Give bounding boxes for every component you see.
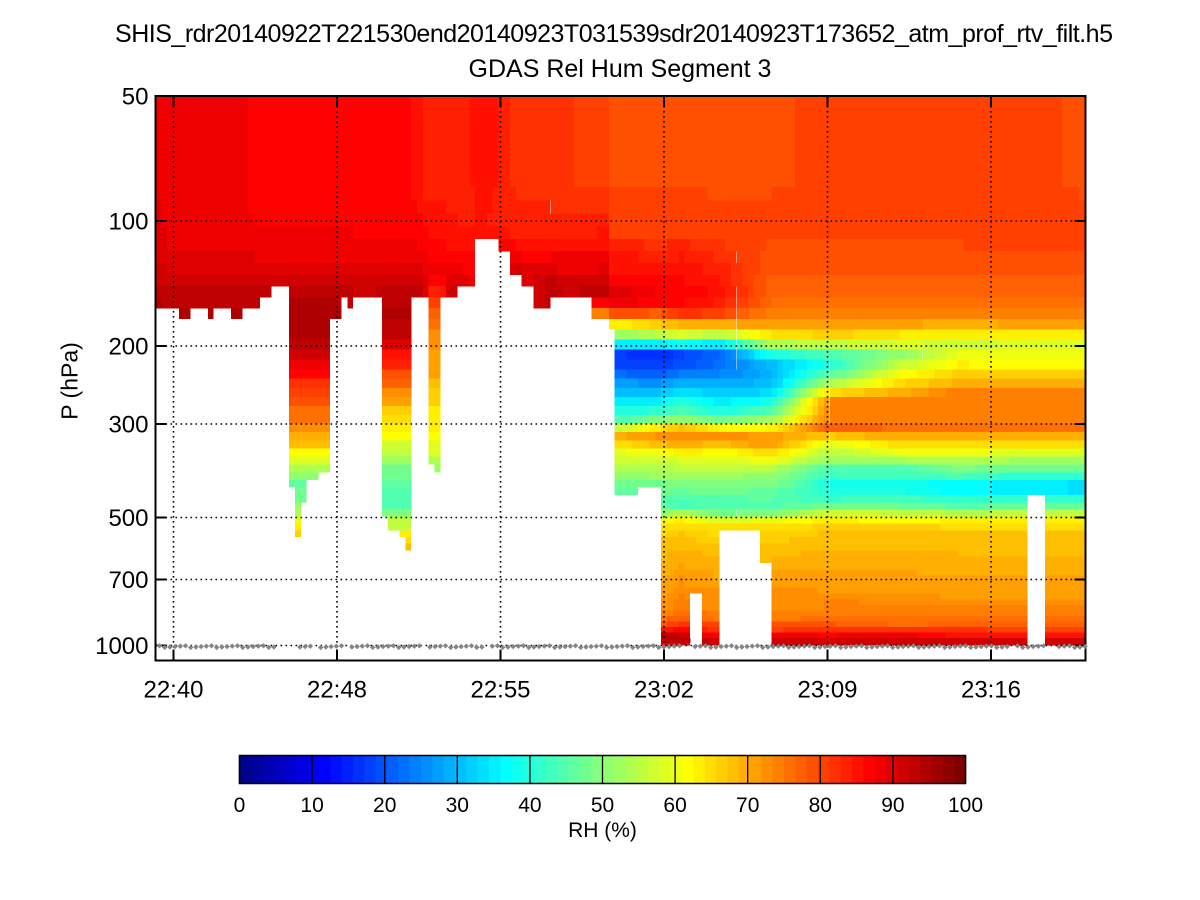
svg-text:0: 0 [234, 794, 246, 817]
svg-text:30: 30 [446, 794, 469, 817]
svg-text:90: 90 [881, 794, 904, 817]
svg-text:70: 70 [736, 794, 759, 817]
svg-text:300: 300 [108, 412, 148, 439]
svg-text:22:55: 22:55 [470, 677, 530, 704]
svg-text:GDAS Rel Hum Segment 3: GDAS Rel Hum Segment 3 [469, 55, 772, 83]
svg-text:20: 20 [373, 794, 396, 817]
svg-text:SHIS_rdr20140922T221530end2014: SHIS_rdr20140922T221530end20140923T03153… [115, 20, 1113, 48]
svg-text:10: 10 [300, 794, 323, 817]
svg-text:23:16: 23:16 [961, 677, 1021, 704]
svg-text:1000: 1000 [95, 633, 148, 660]
svg-text:500: 500 [108, 505, 148, 532]
svg-text:P (hPa): P (hPa) [57, 342, 83, 420]
svg-text:200: 200 [108, 334, 148, 361]
svg-text:23:09: 23:09 [797, 677, 857, 704]
svg-text:RH (%): RH (%) [568, 819, 637, 842]
svg-text:22:40: 22:40 [143, 677, 203, 704]
svg-text:22:48: 22:48 [307, 677, 367, 704]
svg-text:40: 40 [518, 794, 541, 817]
svg-text:100: 100 [948, 794, 983, 817]
svg-text:50: 50 [591, 794, 614, 817]
svg-text:700: 700 [108, 567, 148, 594]
svg-text:50: 50 [122, 84, 149, 111]
svg-text:23:02: 23:02 [634, 677, 694, 704]
svg-text:80: 80 [809, 794, 832, 817]
svg-text:100: 100 [108, 209, 148, 236]
svg-text:60: 60 [663, 794, 686, 817]
